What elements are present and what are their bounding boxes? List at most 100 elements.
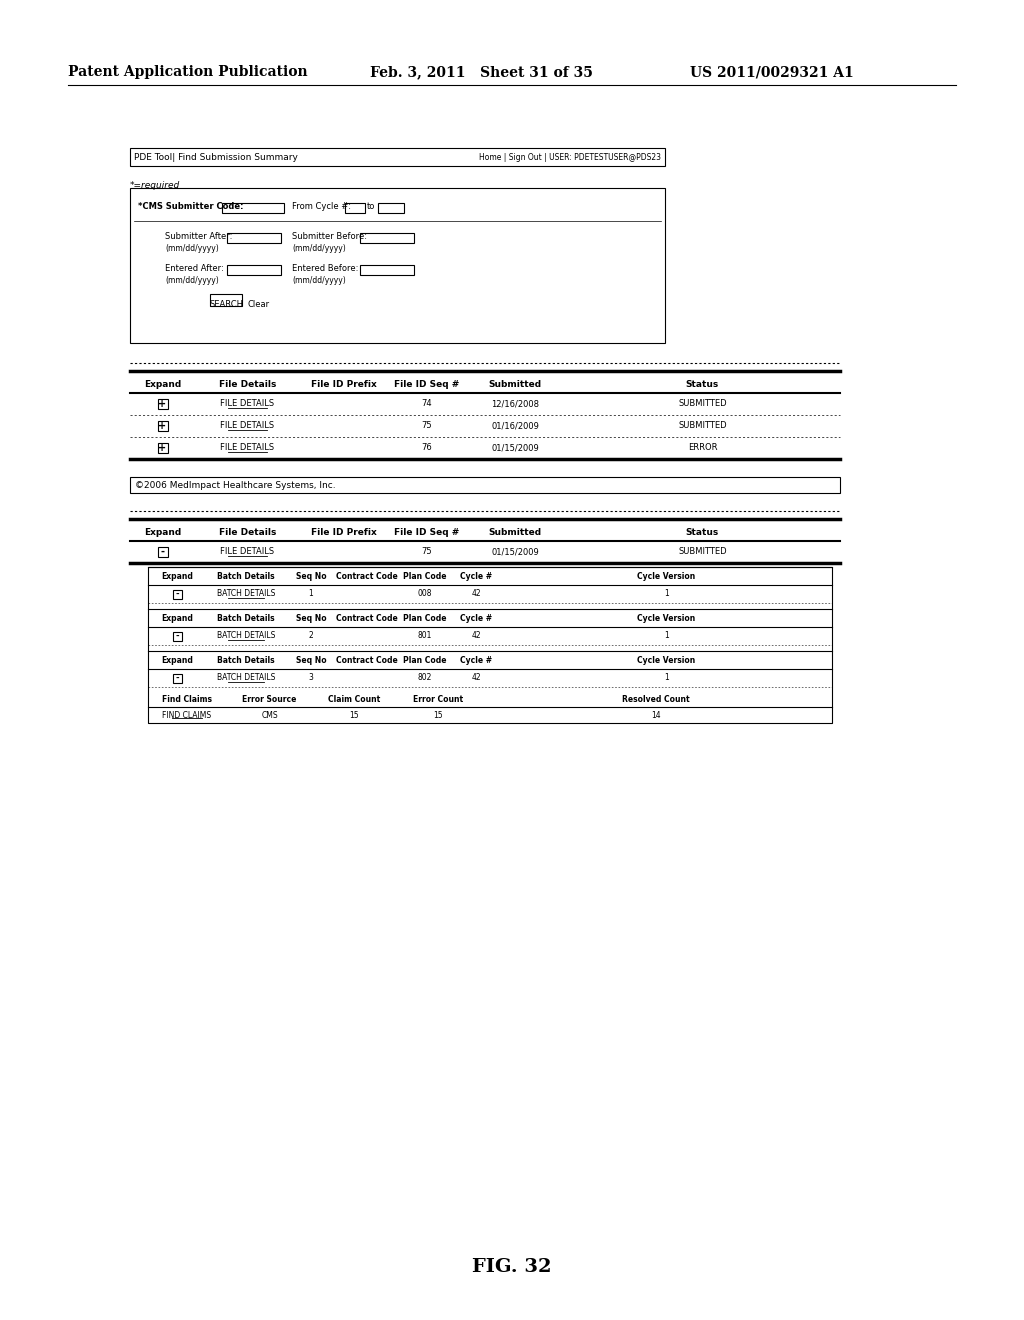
- Text: Contract Code: Contract Code: [336, 656, 398, 665]
- FancyBboxPatch shape: [227, 234, 281, 243]
- Text: Batch Details: Batch Details: [217, 614, 274, 623]
- Text: Plan Code: Plan Code: [402, 573, 446, 581]
- Text: FILE DETAILS: FILE DETAILS: [220, 421, 274, 430]
- Text: SUBMITTED: SUBMITTED: [678, 400, 727, 408]
- FancyBboxPatch shape: [172, 631, 181, 640]
- Text: US 2011/0029321 A1: US 2011/0029321 A1: [690, 65, 854, 79]
- Text: 3: 3: [308, 673, 313, 682]
- Text: Expand: Expand: [144, 380, 181, 388]
- Text: Feb. 3, 2011   Sheet 31 of 35: Feb. 3, 2011 Sheet 31 of 35: [370, 65, 593, 79]
- Text: Batch Details: Batch Details: [217, 656, 274, 665]
- FancyBboxPatch shape: [360, 265, 414, 275]
- Text: FILE DETAILS: FILE DETAILS: [220, 548, 274, 557]
- Text: FIG. 32: FIG. 32: [472, 1258, 552, 1276]
- Text: Cycle #: Cycle #: [460, 614, 493, 623]
- Text: -: -: [161, 546, 165, 557]
- Text: -: -: [175, 590, 179, 598]
- Text: Expand: Expand: [161, 656, 193, 665]
- Text: Error Count: Error Count: [413, 696, 463, 705]
- Text: SUBMITTED: SUBMITTED: [678, 421, 727, 430]
- Text: Plan Code: Plan Code: [402, 656, 446, 665]
- Text: (mm/dd/yyyy): (mm/dd/yyyy): [165, 276, 219, 285]
- Text: Entered Before:: Entered Before:: [292, 264, 358, 273]
- Text: 1: 1: [665, 673, 669, 682]
- Text: CMS: CMS: [261, 710, 278, 719]
- Text: Expand: Expand: [144, 528, 181, 537]
- Text: -: -: [175, 673, 179, 682]
- Text: Status: Status: [686, 380, 719, 388]
- Text: File ID Seq #: File ID Seq #: [394, 380, 459, 388]
- Text: 75: 75: [421, 421, 432, 430]
- Text: 75: 75: [421, 548, 432, 557]
- Text: ©2006 MedImpact Healthcare Systems, Inc.: ©2006 MedImpact Healthcare Systems, Inc.: [135, 480, 336, 490]
- FancyBboxPatch shape: [158, 444, 168, 453]
- Text: File ID Prefix: File ID Prefix: [311, 528, 377, 537]
- Text: +: +: [159, 421, 167, 432]
- Text: (mm/dd/yyyy): (mm/dd/yyyy): [292, 244, 346, 253]
- Text: (mm/dd/yyyy): (mm/dd/yyyy): [292, 276, 346, 285]
- Text: Entered After:: Entered After:: [165, 264, 224, 273]
- Text: Find Claims: Find Claims: [162, 696, 212, 705]
- Text: PDE Tool| Find Submission Summary: PDE Tool| Find Submission Summary: [134, 153, 298, 161]
- Text: Contract Code: Contract Code: [336, 573, 398, 581]
- Text: -: -: [175, 631, 179, 640]
- Text: to: to: [367, 202, 376, 211]
- Text: 14: 14: [651, 710, 660, 719]
- Text: 802: 802: [418, 673, 432, 682]
- Text: FILE DETAILS: FILE DETAILS: [220, 444, 274, 453]
- Text: Batch Details: Batch Details: [217, 573, 274, 581]
- Text: 1: 1: [308, 590, 313, 598]
- Text: Claim Count: Claim Count: [329, 696, 381, 705]
- Text: Clear: Clear: [248, 300, 270, 309]
- Text: Expand: Expand: [161, 614, 193, 623]
- Text: 74: 74: [421, 400, 432, 408]
- FancyBboxPatch shape: [222, 203, 284, 213]
- Text: FIND CLAIMS: FIND CLAIMS: [163, 710, 212, 719]
- Text: Expand: Expand: [161, 573, 193, 581]
- FancyBboxPatch shape: [172, 673, 181, 682]
- FancyBboxPatch shape: [158, 546, 168, 557]
- FancyBboxPatch shape: [227, 265, 281, 275]
- Text: File Details: File Details: [219, 528, 276, 537]
- Text: Cycle #: Cycle #: [460, 656, 493, 665]
- Text: 2: 2: [308, 631, 313, 640]
- Text: Seq No: Seq No: [296, 656, 327, 665]
- Text: Cycle #: Cycle #: [460, 573, 493, 581]
- FancyBboxPatch shape: [130, 187, 665, 343]
- Text: 15: 15: [433, 710, 442, 719]
- Text: Cycle Version: Cycle Version: [637, 614, 695, 623]
- Text: Submitted: Submitted: [488, 380, 542, 388]
- Text: 12/16/2008: 12/16/2008: [490, 400, 539, 408]
- FancyBboxPatch shape: [345, 203, 365, 213]
- Text: 01/15/2009: 01/15/2009: [492, 444, 539, 453]
- Text: SUBMITTED: SUBMITTED: [678, 548, 727, 557]
- Text: 801: 801: [418, 631, 432, 640]
- FancyBboxPatch shape: [378, 203, 404, 213]
- Text: Submitter After:: Submitter After:: [165, 232, 232, 242]
- Text: Resolved Count: Resolved Count: [623, 696, 690, 705]
- Text: BATCH DETAILS: BATCH DETAILS: [217, 590, 275, 598]
- Text: 01/16/2009: 01/16/2009: [492, 421, 539, 430]
- Text: Seq No: Seq No: [296, 573, 327, 581]
- Text: Cycle Version: Cycle Version: [637, 656, 695, 665]
- Text: Status: Status: [686, 528, 719, 537]
- Text: BATCH DETAILS: BATCH DETAILS: [217, 673, 275, 682]
- Text: Cycle Version: Cycle Version: [637, 573, 695, 581]
- Text: BATCH DETAILS: BATCH DETAILS: [217, 631, 275, 640]
- Text: Error Source: Error Source: [243, 696, 297, 705]
- Text: File ID Prefix: File ID Prefix: [311, 380, 377, 388]
- Text: Plan Code: Plan Code: [402, 614, 446, 623]
- Text: 1: 1: [665, 631, 669, 640]
- Text: 76: 76: [421, 444, 432, 453]
- FancyBboxPatch shape: [360, 234, 414, 243]
- Text: File Details: File Details: [219, 380, 276, 388]
- Text: *CMS Submitter Code:: *CMS Submitter Code:: [138, 202, 244, 211]
- Text: Seq No: Seq No: [296, 614, 327, 623]
- Text: +: +: [159, 399, 167, 409]
- Text: 1: 1: [665, 590, 669, 598]
- Text: Contract Code: Contract Code: [336, 614, 398, 623]
- Text: ERROR: ERROR: [688, 444, 717, 453]
- FancyBboxPatch shape: [158, 421, 168, 432]
- Text: 42: 42: [471, 631, 481, 640]
- Text: File ID Seq #: File ID Seq #: [394, 528, 459, 537]
